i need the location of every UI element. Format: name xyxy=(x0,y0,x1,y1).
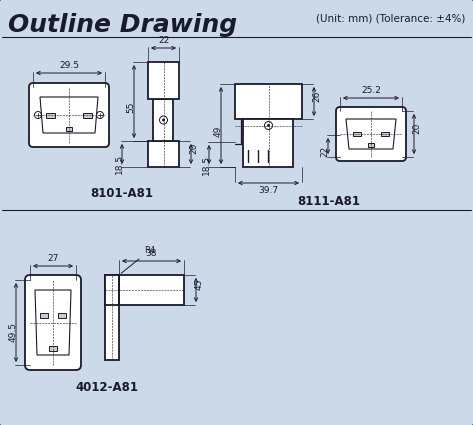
Text: 55: 55 xyxy=(126,102,135,113)
Text: 49: 49 xyxy=(213,125,222,137)
Bar xyxy=(148,141,179,167)
Bar xyxy=(83,113,92,117)
Text: 29.5: 29.5 xyxy=(59,61,79,70)
Bar xyxy=(148,62,179,99)
Circle shape xyxy=(162,119,165,122)
Text: 20: 20 xyxy=(412,123,421,134)
Bar xyxy=(40,312,48,317)
Text: (Unit: mm) (Tolerance: ±4%): (Unit: mm) (Tolerance: ±4%) xyxy=(315,13,465,23)
Text: 49.5: 49.5 xyxy=(9,323,18,343)
Bar xyxy=(381,131,389,136)
Text: 22: 22 xyxy=(321,146,330,157)
Bar xyxy=(368,143,374,147)
Text: R4: R4 xyxy=(121,246,155,273)
Text: 8111-A81: 8111-A81 xyxy=(297,195,360,208)
FancyBboxPatch shape xyxy=(336,107,406,161)
Text: 8101-A81: 8101-A81 xyxy=(90,187,153,200)
Bar xyxy=(119,275,184,305)
Text: 18.5: 18.5 xyxy=(114,154,123,174)
FancyBboxPatch shape xyxy=(29,83,109,147)
Text: 26: 26 xyxy=(313,90,322,102)
FancyBboxPatch shape xyxy=(25,275,81,370)
Text: 39.7: 39.7 xyxy=(258,186,279,195)
Bar xyxy=(58,312,66,317)
Text: 45: 45 xyxy=(194,279,203,290)
Text: 27: 27 xyxy=(47,254,59,263)
Bar xyxy=(243,119,293,167)
Text: 4012-A81: 4012-A81 xyxy=(76,381,139,394)
Bar xyxy=(49,346,57,351)
Text: 20: 20 xyxy=(190,143,199,154)
Bar xyxy=(66,127,72,131)
Text: 22: 22 xyxy=(158,36,169,45)
Bar xyxy=(235,84,302,119)
Circle shape xyxy=(267,124,270,127)
Bar xyxy=(46,113,55,117)
Bar xyxy=(105,275,119,360)
Text: 25.2: 25.2 xyxy=(361,86,381,95)
Text: 18.5: 18.5 xyxy=(201,155,210,175)
Text: Outline Drawing: Outline Drawing xyxy=(8,13,237,37)
Bar xyxy=(353,131,361,136)
Bar xyxy=(153,99,173,141)
Text: 38: 38 xyxy=(146,249,157,258)
Bar xyxy=(105,275,119,305)
